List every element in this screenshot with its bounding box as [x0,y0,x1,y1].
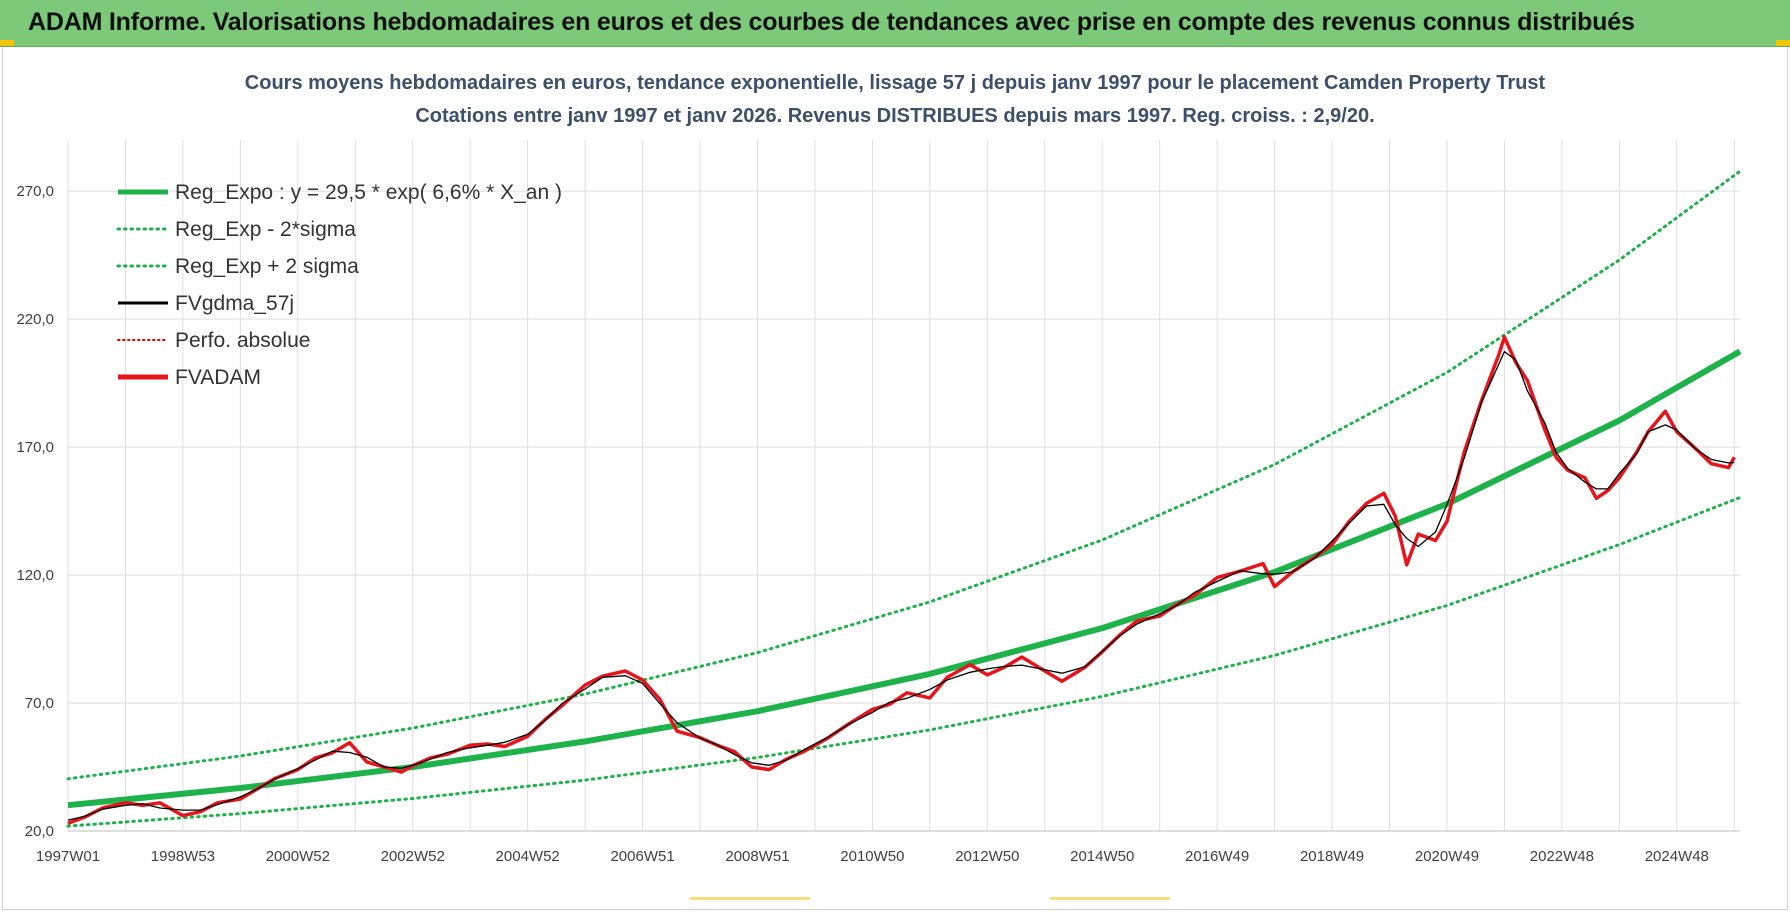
x-tick-label: 1998W53 [151,848,215,865]
legend: Reg_Expo : y = 29,5 * exp( 6,6% * X_an )… [116,181,562,389]
corner-mark-left [0,40,14,46]
y-tick-label: 220,0 [16,311,54,328]
series-line-fvadam [67,335,1736,825]
series-line-lower-band [66,496,1742,828]
page-title: ADAM Informe. Valorisations hebdomadaire… [28,8,1635,36]
series-line-regression [67,348,1742,809]
x-tick-label: 2000W52 [266,848,330,865]
axes-group: 20,0 70,0 120,0 170,0 220,0 270,0 1997W01 1998W… [16,183,1740,865]
corner-mark-right [1776,40,1790,46]
x-tick-label: 2002W52 [381,848,445,865]
x-tick-label: 2018W49 [1300,848,1364,865]
y-tick-label: 120,0 [16,567,54,584]
x-tick-label: 2014W50 [1070,848,1134,865]
series-line-fvgdma [67,350,1735,821]
x-tick-label: 2010W50 [840,848,904,865]
x-tick-label: 2024W48 [1645,848,1709,865]
x-tick-label: 2004W52 [496,848,560,865]
x-tick-label: 2012W50 [955,848,1019,865]
legend-label-fvadam: FVADAM [175,366,261,389]
legend-label-lower: Reg_Exp - 2*sigma [175,218,356,241]
series-line-upper-band [66,169,1742,781]
chart-frame [2,47,1788,910]
x-tick-label: 2008W51 [725,848,789,865]
series-group [66,169,1742,828]
y-tick-label: 70,0 [25,695,54,712]
legend-label-reg: Reg_Expo : y = 29,5 * exp( 6,6% * X_an ) [175,181,562,204]
grid-lines [67,140,1740,832]
footer-mark-2 [1050,897,1170,900]
x-tick-label: 1997W01 [36,848,100,865]
chart-subtitle: Cotations entre janv 1997 et janv 2026. … [415,105,1375,127]
footer-mark-1 [690,897,810,900]
x-tick-label: 2020W49 [1415,848,1479,865]
x-tick-label: 2022W48 [1530,848,1594,865]
y-tick-label: 170,0 [16,439,54,456]
legend-label-upper: Reg_Exp + 2 sigma [175,255,359,278]
legend-label-perfo: Perfo. absolue [175,329,310,352]
chart-title: Cours moyens hebdomadaires en euros, ten… [244,72,1546,94]
y-tick-label: 270,0 [16,183,54,200]
legend-label-smooth: FVgdma_57j [175,292,294,315]
x-tick-label: 2016W49 [1185,848,1249,865]
x-tick-label: 2006W51 [610,848,674,865]
header-banner: ADAM Informe. Valorisations hebdomadaire… [0,0,1790,47]
y-tick-label: 20,0 [25,823,54,840]
